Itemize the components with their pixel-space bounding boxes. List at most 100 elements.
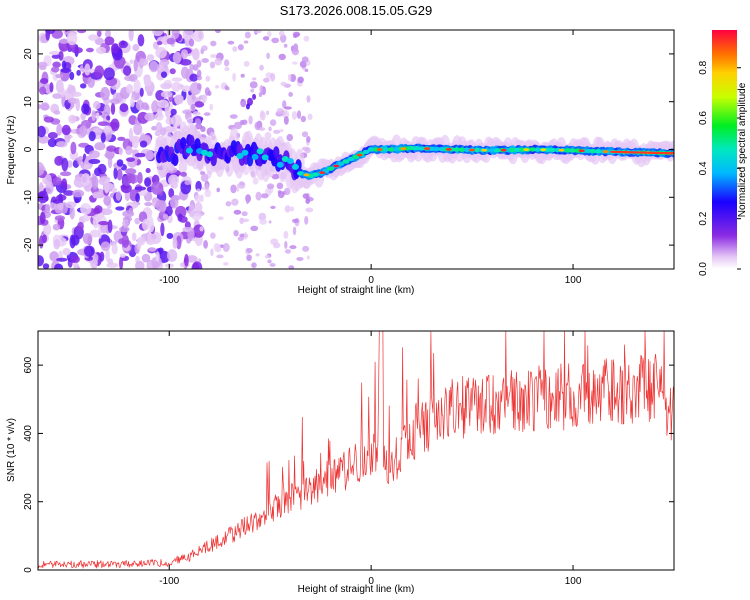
spectrogram-cell	[216, 187, 221, 193]
spectrogram-cell	[273, 146, 280, 159]
spectrogram-cell	[284, 106, 292, 110]
spectrogram-cell	[251, 262, 257, 269]
spectrogram-cell	[151, 125, 158, 131]
spectrogram-cell	[223, 262, 229, 266]
spectrogram-cell	[243, 231, 248, 240]
spectrogram-cell	[201, 45, 208, 52]
spectrogram-cell	[97, 30, 102, 37]
spectrogram-cell	[87, 76, 95, 88]
spectrogram-cell	[70, 255, 80, 264]
spectrogram-cell	[147, 229, 152, 244]
spectrogram-cell	[54, 215, 66, 222]
spectrogram-cell	[122, 175, 131, 186]
spectrogram-cell	[103, 103, 111, 118]
snr-panel: -100 0 100 0 200 400 600 Height of straight li…	[6, 330, 675, 595]
spectrogram-cell	[125, 168, 137, 175]
spectrogram-cell	[250, 225, 259, 232]
spectrogram-cell	[144, 177, 152, 187]
spectrogram-cell	[284, 187, 291, 196]
spectrogram-cell	[291, 218, 299, 224]
spectrogram-cell	[243, 40, 249, 44]
spectrogram-cell	[94, 65, 105, 79]
spectrogram-cell	[382, 147, 390, 152]
spectrogram-cell	[283, 43, 288, 48]
spectrogram-cell	[133, 58, 138, 72]
spectrogram-cell	[110, 103, 116, 115]
spectrogram-cell	[160, 71, 168, 78]
spectrogram-cell	[156, 40, 163, 46]
spectrogram-cell	[199, 226, 204, 232]
spectrogram-cell	[157, 247, 164, 253]
spectrogram-cell	[69, 205, 75, 220]
spectrogram-cell	[125, 145, 133, 156]
spectrogram-cell	[261, 154, 269, 161]
spectrogram-cell	[137, 34, 145, 47]
spectrogram-cell	[259, 111, 266, 121]
spectrogram-cell	[400, 147, 407, 151]
spectrogram-ytick-label: -20	[23, 237, 34, 252]
spectrogram-cell	[188, 134, 195, 147]
spectrogram-cell	[564, 148, 572, 153]
spectrogram-cell	[179, 58, 192, 66]
spectrogram-cell	[100, 86, 110, 101]
spectrogram-cell	[107, 219, 113, 233]
spectrogram-cell	[216, 254, 224, 259]
spectrogram-cell	[558, 148, 565, 152]
spectrogram-cell	[185, 147, 193, 154]
spectrogram-cell	[171, 81, 182, 92]
spectrogram-cell	[215, 85, 220, 89]
spectrogram-cell	[196, 83, 202, 90]
spectrogram-cell	[271, 37, 280, 44]
snr-xtick-label: -100	[159, 576, 179, 587]
colorbar-tick-label: 0.0	[698, 262, 709, 276]
spectrogram-cell	[229, 114, 238, 119]
spectrogram-cell	[186, 255, 198, 263]
spectrogram-cell	[95, 112, 100, 120]
spectrogram-cell	[468, 148, 475, 152]
spectrogram-cell	[231, 198, 239, 206]
spectrogram-cell	[209, 103, 214, 111]
spectrogram-cell	[159, 127, 167, 136]
spectrogram-cell	[217, 216, 224, 221]
spectrogram-cell	[196, 188, 201, 192]
spectrogram-cell	[133, 79, 141, 94]
spectrogram-cell	[578, 149, 585, 153]
spectrogram-cell	[540, 148, 547, 152]
spectrogram-cell	[264, 132, 272, 140]
spectrogram-cell	[252, 177, 259, 185]
spectrogram-cell	[67, 84, 73, 95]
spectrogram-cell	[69, 234, 76, 249]
spectrogram-cell	[38, 135, 50, 144]
spectrogram-cell	[445, 147, 452, 151]
spectrogram-cell	[589, 148, 597, 154]
spectrogram-cell	[262, 36, 270, 41]
spectrogram-cell	[209, 61, 216, 69]
spectrogram-cell	[192, 64, 199, 71]
spectrogram-cell	[301, 131, 309, 138]
spectrogram-cell	[227, 40, 235, 45]
spectrogram-xtick-label: 100	[565, 275, 582, 286]
spectrogram-cell	[152, 30, 164, 37]
spectrogram-cell	[202, 94, 208, 102]
spectrogram-cell	[141, 253, 151, 263]
spectrogram-cell	[91, 109, 96, 122]
spectrogram-cell	[45, 203, 51, 213]
spectrogram-cell	[304, 147, 311, 154]
spectrogram-cell	[264, 254, 270, 259]
spectrogram-cell	[58, 50, 64, 61]
spectrogram-cell	[259, 85, 264, 93]
spectrogram-cell	[194, 202, 203, 214]
spectrogram-cell	[204, 189, 212, 198]
spectrogram-cell	[192, 48, 200, 61]
spectrogram-cell	[149, 60, 159, 73]
spectrogram-cell	[453, 147, 461, 152]
spectrogram-cell	[109, 98, 120, 105]
spectrogram-cell	[61, 157, 69, 172]
spectrogram-cell	[52, 223, 61, 231]
spectrogram-cell	[191, 93, 196, 100]
spectrogram-cell	[230, 184, 237, 194]
spectrogram-cell	[160, 222, 165, 237]
spectrogram-cell	[180, 171, 187, 177]
spectrogram-cell	[500, 148, 507, 152]
spectrogram-cell	[144, 112, 156, 122]
